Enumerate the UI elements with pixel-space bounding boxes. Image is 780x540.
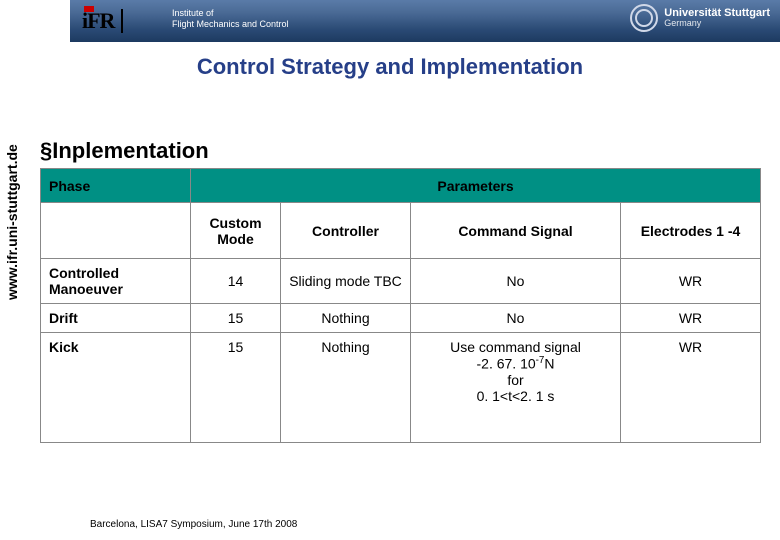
cell-mode: 14 xyxy=(191,259,281,304)
university-ring-icon xyxy=(630,4,658,32)
cell-controller: Nothing xyxy=(281,304,411,333)
institute-line1: Institute of xyxy=(172,8,289,19)
header-bar: iFR Institute of Flight Mechanics and Co… xyxy=(0,0,780,42)
university-logo: Universität Stuttgart Germany xyxy=(630,4,770,32)
cell-electrodes: WR xyxy=(621,259,761,304)
university-country: Germany xyxy=(664,19,770,29)
table-header-row2: Custom Mode Controller Command Signal El… xyxy=(41,203,761,259)
cell-electrodes: WR xyxy=(621,333,761,443)
ifr-logo-text: iFR xyxy=(82,8,114,34)
cell-command: Use command signal-2. 67. 10-7Nfor0. 1<t… xyxy=(411,333,621,443)
col-controller: Controller xyxy=(281,203,411,259)
header-top-stripe xyxy=(0,0,70,6)
section-heading: §Inplementation xyxy=(40,138,209,164)
col-phase-blank xyxy=(41,203,191,259)
col-command-signal: Command Signal xyxy=(411,203,621,259)
parameters-table: Phase Parameters Custom Mode Controller … xyxy=(40,168,761,443)
slide-title: Control Strategy and Implementation xyxy=(0,54,780,80)
cell-command: No xyxy=(411,259,621,304)
cell-mode: 15 xyxy=(191,304,281,333)
cell-mode: 15 xyxy=(191,333,281,443)
cell-electrodes: WR xyxy=(621,304,761,333)
sidebar-url: www.ifr.uni-stuttgart.de xyxy=(4,144,20,300)
header-left-white-block xyxy=(0,0,70,42)
table-header-row1: Phase Parameters xyxy=(41,169,761,203)
cell-phase: Drift xyxy=(41,304,191,333)
table-row: Kick 15 Nothing Use command signal-2. 67… xyxy=(41,333,761,443)
parameters-table-wrap: Phase Parameters Custom Mode Controller … xyxy=(40,168,760,443)
cell-controller: Nothing xyxy=(281,333,411,443)
ifr-logo-divider xyxy=(121,9,123,33)
institute-text: Institute of Flight Mechanics and Contro… xyxy=(172,8,289,30)
col-phase: Phase xyxy=(41,169,191,203)
col-custom-mode: Custom Mode xyxy=(191,203,281,259)
cell-phase: Controlled Manoeuver xyxy=(41,259,191,304)
cell-phase: Kick xyxy=(41,333,191,443)
footer-text: Barcelona, LISA7 Symposium, June 17th 20… xyxy=(90,519,297,530)
col-parameters: Parameters xyxy=(191,169,761,203)
col-electrodes: Electrodes 1 -4 xyxy=(621,203,761,259)
ifr-logo: iFR xyxy=(82,8,126,34)
institute-line2: Flight Mechanics and Control xyxy=(172,19,289,30)
table-row: Drift 15 Nothing No WR xyxy=(41,304,761,333)
cell-command: No xyxy=(411,304,621,333)
cell-controller: Sliding mode TBC xyxy=(281,259,411,304)
university-text: Universität Stuttgart Germany xyxy=(664,7,770,29)
table-row: Controlled Manoeuver 14 Sliding mode TBC… xyxy=(41,259,761,304)
